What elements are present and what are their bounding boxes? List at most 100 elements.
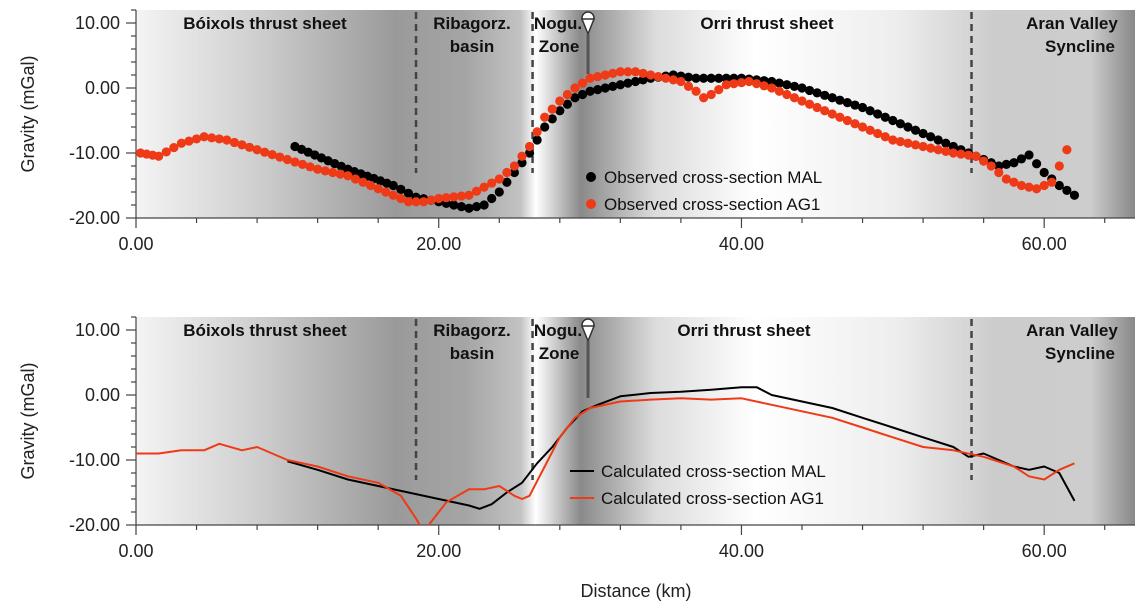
data-point-ag1 <box>767 83 777 93</box>
data-point-ag1 <box>751 79 762 89</box>
data-point-ag1 <box>615 67 625 77</box>
data-point-ag1 <box>653 72 663 82</box>
data-point-mal <box>706 73 716 83</box>
data-point-mal <box>608 81 618 91</box>
data-point-mal <box>850 100 860 110</box>
y-tick-label: 0.00 <box>85 385 120 405</box>
data-point-ag1 <box>683 81 694 91</box>
data-point-ag1 <box>199 132 209 142</box>
x-axis-title: Distance (km) <box>580 581 691 601</box>
data-point-ag1 <box>1016 180 1027 191</box>
y-axis: 10.00 0.00 -10.00 -20.00 <box>69 9 137 228</box>
legend: Calculated cross-section MAL Calculated … <box>570 462 826 508</box>
x-axis: 0.00 20.00 40.00 60.00 <box>118 217 1135 254</box>
region-label-orri: Orri thrust sheet <box>700 14 834 33</box>
data-point-ag1 <box>267 150 277 160</box>
data-point-ag1 <box>282 154 292 165</box>
data-point-ag1 <box>547 104 557 114</box>
data-point-mal <box>449 200 459 210</box>
data-point-ag1 <box>479 182 489 192</box>
data-point-ag1 <box>1032 184 1042 194</box>
data-point-ag1 <box>562 89 572 100</box>
data-point-mal <box>683 72 694 82</box>
data-point-ag1 <box>608 68 618 78</box>
data-point-mal <box>630 76 641 87</box>
data-point-mal <box>926 132 936 142</box>
data-point-ag1 <box>850 119 860 129</box>
data-point-mal <box>517 158 527 168</box>
data-point-ag1 <box>789 93 800 103</box>
data-point-ag1 <box>986 161 996 171</box>
data-point-mal <box>1016 154 1027 164</box>
data-point-ag1 <box>366 180 376 191</box>
data-point-mal <box>918 128 928 139</box>
data-point-ag1 <box>434 193 444 204</box>
data-point-mal <box>494 187 504 197</box>
data-point-ag1 <box>313 164 323 174</box>
region-label-orri: Orri thrust sheet <box>677 321 811 340</box>
data-point-ag1 <box>237 140 247 150</box>
legend-label-mal: Calculated cross-section MAL <box>601 462 826 481</box>
region-label-aran: Aran Valley <box>1026 14 1118 33</box>
data-point-ag1 <box>699 93 709 103</box>
data-point-mal <box>873 109 883 119</box>
series-marks <box>136 67 1080 213</box>
legend-label-mal: Observed cross-section MAL <box>604 168 822 187</box>
data-point-mal <box>562 99 572 109</box>
data-point-mal <box>895 119 905 129</box>
data-point-mal <box>948 141 958 152</box>
data-point-ag1 <box>229 137 239 148</box>
data-point-ag1 <box>782 89 792 100</box>
x-tick-label: 60.00 <box>1022 541 1067 561</box>
data-point-mal <box>842 98 853 108</box>
series-line-ag1 <box>136 397 1075 525</box>
data-point-mal <box>388 180 398 191</box>
legend-marker-ag1 <box>586 199 596 209</box>
data-point-mal <box>1054 180 1064 191</box>
data-point-mal <box>464 203 474 213</box>
data-point-ag1 <box>487 178 497 188</box>
region-label-ribagorz: Ribagorz. <box>433 14 510 33</box>
data-point-mal <box>827 93 837 103</box>
y-tick-label: -10.00 <box>69 450 120 470</box>
data-point-mal <box>396 184 406 194</box>
data-point-mal <box>524 148 535 158</box>
data-point-ag1 <box>381 187 391 197</box>
data-point-ag1 <box>827 109 837 119</box>
data-point-ag1 <box>933 145 943 155</box>
data-point-ag1 <box>471 186 482 196</box>
data-point-ag1 <box>918 141 928 152</box>
region-label-syncline: Syncline <box>1045 344 1115 363</box>
data-point-mal <box>471 202 482 212</box>
data-point-mal <box>857 102 868 113</box>
data-point-ag1 <box>1009 177 1019 187</box>
region-label-boixols: Bóixols thrust sheet <box>183 321 347 340</box>
data-point-mal <box>1009 158 1019 168</box>
data-point-ag1 <box>736 77 747 88</box>
data-point-ag1 <box>517 151 527 161</box>
data-point-ag1 <box>290 157 300 167</box>
data-point-mal <box>585 86 595 96</box>
x-tick-label: 40.00 <box>719 234 764 254</box>
data-point-ag1 <box>797 96 807 106</box>
data-point-mal <box>1039 167 1049 178</box>
data-point-mal <box>820 90 830 100</box>
data-point-mal <box>479 200 489 210</box>
data-point-ag1 <box>971 151 981 161</box>
data-point-ag1 <box>411 197 421 207</box>
data-point-mal <box>509 167 520 178</box>
y-axis-title: Gravity (mGal) <box>18 363 38 480</box>
data-point-ag1 <box>161 147 171 157</box>
data-point-ag1 <box>706 89 716 100</box>
series-line-mal <box>287 386 1076 510</box>
data-point-mal <box>789 81 800 91</box>
data-point-mal <box>403 188 414 198</box>
region-label-nogu: Nogu. <box>534 321 582 340</box>
data-point-ag1 <box>426 195 436 205</box>
y-axis: 10.00 0.00 -10.00 -20.00 <box>69 316 137 535</box>
data-point-ag1 <box>214 134 224 144</box>
x-tick-label: 0.00 <box>118 541 153 561</box>
data-point-ag1 <box>1062 145 1072 155</box>
data-point-mal <box>547 114 557 124</box>
